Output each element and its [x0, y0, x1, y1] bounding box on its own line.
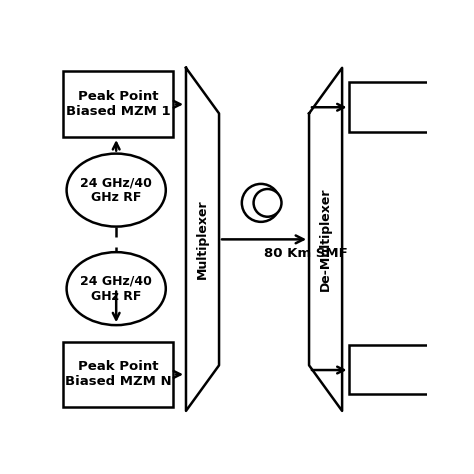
- Bar: [63, 342, 173, 407]
- Text: 24 GHz/40
GHz RF: 24 GHz/40 GHz RF: [80, 176, 152, 204]
- Circle shape: [254, 189, 282, 217]
- Text: Peak Point
Biased MZM N: Peak Point Biased MZM N: [65, 360, 171, 388]
- Text: Peak Point
Biased MZM 1: Peak Point Biased MZM 1: [66, 91, 170, 118]
- Bar: [349, 82, 430, 132]
- Text: 80 Km SMF: 80 Km SMF: [264, 247, 348, 261]
- Bar: [63, 72, 173, 137]
- Ellipse shape: [66, 154, 166, 227]
- Bar: [349, 345, 430, 394]
- Text: De-Multiplexer: De-Multiplexer: [319, 188, 332, 291]
- Text: Multiplexer: Multiplexer: [196, 200, 209, 279]
- Ellipse shape: [66, 252, 166, 325]
- Text: 24 GHz/40
GHz RF: 24 GHz/40 GHz RF: [80, 274, 152, 302]
